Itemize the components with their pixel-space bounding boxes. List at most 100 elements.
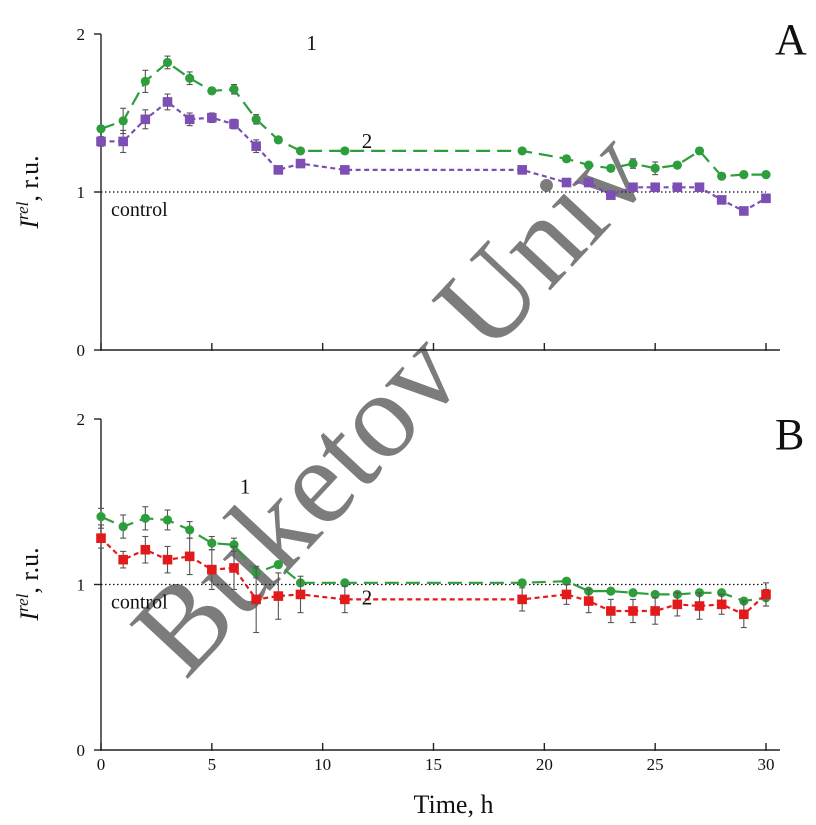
data-point [96, 136, 106, 147]
data-point [561, 576, 572, 586]
data-point [761, 589, 771, 600]
data-point [162, 97, 173, 107]
data-point [273, 165, 284, 175]
curve-annotation: 1 [240, 474, 251, 498]
data-point [229, 540, 239, 550]
data-point [229, 84, 239, 94]
panel-letter: B [775, 410, 804, 459]
data-point [185, 525, 195, 535]
data-point [207, 112, 217, 123]
data-point [672, 160, 682, 170]
x-tick-label: 10 [314, 755, 331, 774]
data-point [118, 136, 128, 147]
y-axis-title-unit: , r.u. [15, 155, 44, 201]
data-point [96, 124, 106, 134]
data-point [207, 538, 217, 548]
x-tick-label: 0 [97, 755, 106, 774]
data-point [184, 114, 195, 125]
data-point [340, 165, 350, 175]
data-point [140, 544, 151, 555]
y-axis-title: Irel, r.u. [13, 155, 44, 229]
data-point [561, 177, 572, 188]
y-axis-title-symbol: I [15, 611, 44, 622]
y-axis-title-symbol: I [15, 219, 44, 230]
data-point [207, 86, 217, 96]
data-point [561, 589, 572, 600]
data-point [716, 599, 727, 610]
y-axis-title-superscript: rel [13, 201, 32, 220]
data-point [628, 606, 638, 616]
y-tick-label: 1 [77, 183, 86, 202]
data-point [517, 146, 527, 156]
data-point [561, 154, 572, 164]
data-point [739, 170, 749, 180]
series-1 [96, 55, 771, 181]
data-point [251, 594, 261, 605]
series-2 [96, 93, 771, 216]
data-point [672, 599, 683, 610]
data-point [606, 190, 616, 200]
data-point [340, 594, 350, 605]
data-point [650, 589, 660, 600]
data-point [584, 160, 594, 170]
data-point [295, 158, 306, 169]
data-point [295, 589, 306, 600]
data-point [340, 146, 350, 156]
control-label: control [111, 592, 168, 614]
data-point [694, 182, 705, 193]
data-point [628, 158, 638, 169]
y-tick-label: 1 [77, 576, 86, 595]
data-point [650, 163, 660, 173]
panel-letter: A [775, 15, 807, 64]
data-point [273, 591, 284, 601]
data-point [184, 551, 195, 562]
data-point [517, 594, 527, 605]
data-point [694, 146, 705, 156]
series-line [100, 515, 767, 603]
data-point [583, 177, 594, 188]
data-point [273, 135, 283, 145]
data-point [517, 578, 527, 588]
data-point [717, 171, 727, 181]
data-point [118, 521, 128, 532]
series-line [100, 61, 766, 178]
data-point [229, 563, 239, 573]
data-point [340, 578, 350, 588]
y-tick-label: 2 [77, 25, 86, 44]
data-point [140, 76, 150, 86]
series-line [100, 537, 767, 616]
data-point [207, 564, 217, 575]
panel-a-chart: 0 1 2 Irel, r.u. control A 1 2 [13, 15, 807, 360]
data-point [716, 195, 727, 205]
data-point [162, 57, 173, 68]
data-point [650, 606, 660, 616]
data-point [96, 533, 106, 543]
data-point [162, 515, 173, 525]
x-tick-label: 30 [758, 755, 775, 774]
data-point [185, 73, 195, 83]
data-point [118, 116, 128, 126]
y-tick-label: 2 [77, 410, 86, 429]
curve-annotation: 2 [362, 585, 373, 609]
series-line [101, 100, 767, 213]
y-axis-title-superscript: rel [13, 593, 32, 612]
data-point [628, 588, 638, 598]
data-point [672, 182, 683, 193]
data-point [229, 119, 239, 129]
data-point [140, 114, 151, 125]
curve-annotation: 2 [362, 129, 373, 153]
data-point [583, 596, 594, 606]
y-axis-title: Irel, r.u. [13, 547, 44, 621]
x-tick-label: 25 [647, 755, 664, 774]
data-point [761, 193, 771, 204]
data-point [606, 586, 616, 596]
y-tick-label: 0 [77, 341, 86, 360]
data-point [96, 512, 106, 522]
data-point [694, 601, 705, 611]
data-point [118, 554, 128, 565]
data-point [606, 606, 616, 616]
x-tick-label: 15 [425, 755, 442, 774]
data-point [761, 170, 771, 180]
control-label: control [111, 199, 168, 221]
